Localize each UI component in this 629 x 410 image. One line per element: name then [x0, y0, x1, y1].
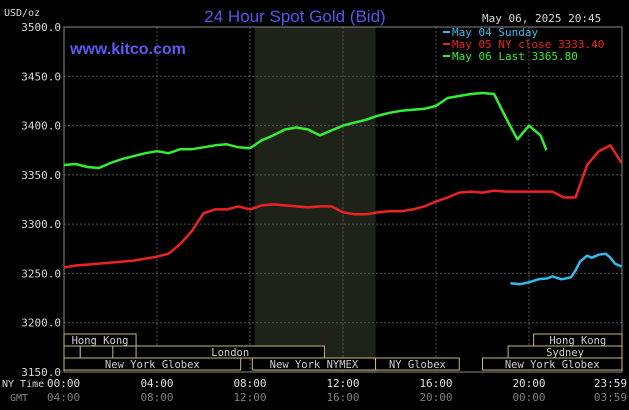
y-tick-label: 3500.0 — [21, 21, 61, 34]
site-watermark: www.kitco.com — [69, 41, 186, 58]
x-tick-label-ny: 08:00 — [233, 377, 266, 390]
x-tick-label-gmt: 04:00 — [47, 391, 80, 404]
y-tick-label: 3300.0 — [21, 218, 61, 231]
session-label: London — [211, 347, 249, 359]
session-label: Hong Kong — [549, 335, 606, 347]
session-box — [79, 345, 114, 359]
series-line-1 — [510, 252, 623, 286]
x-tick-label-ny: 00:00 — [47, 377, 80, 390]
session-label: NY Globex — [389, 359, 446, 371]
x-tick-label-gmt: 16:00 — [326, 391, 359, 404]
x-tick-label-gmt: 12:00 — [233, 391, 266, 404]
data-series — [63, 91, 623, 286]
session-box — [63, 345, 81, 359]
y-tick-labels: 3500.0 3450.0 3400.0 3350.0 3300.0 3250.0 3200… — [21, 21, 61, 379]
ny-time-row-label: NY Time — [2, 379, 44, 390]
x-tick-label-gmt: 00:00 — [512, 391, 545, 404]
series-line-2 — [63, 144, 623, 269]
x-tick-label-ny: 04:00 — [140, 377, 173, 390]
session-label: Sydney — [546, 347, 584, 359]
x-tick-label-gmt: 08:00 — [140, 391, 173, 404]
session-label: Hong Kong — [72, 335, 129, 347]
nymex-session-shade — [254, 27, 376, 372]
session-label: New York Globex — [505, 359, 600, 371]
session-box — [482, 357, 623, 371]
y-tick-label: 3250.0 — [21, 267, 61, 280]
legend-entry: May 06 Last 3365.80 — [452, 50, 578, 63]
series-line-3 — [63, 91, 548, 170]
y-tick-label: 3200.0 — [21, 317, 61, 330]
y-tick-label: 3450.0 — [21, 70, 61, 83]
timestamp: May 06, 2025 20:45 — [482, 12, 601, 25]
session-box — [63, 357, 242, 371]
x-tick-label-gmt: 03:59 — [594, 391, 627, 404]
plot-frame — [63, 26, 623, 373]
session-box — [375, 357, 460, 371]
x-tick-label-ny: 12:00 — [326, 377, 359, 390]
session-label: New York NYMEX — [270, 359, 359, 371]
legend-entry: May 05 NY close 3333.40 — [452, 38, 604, 51]
y-tick-label: 3400.0 — [21, 120, 61, 133]
y-axis-label: USD/oz — [4, 8, 40, 19]
x-tick-label-ny: 16:00 — [419, 377, 452, 390]
chart-title: 24 Hour Spot Gold (Bid) — [204, 7, 385, 26]
x-tick-label-ny: 23:59 — [594, 377, 627, 390]
y-tick-label: 3350.0 — [21, 169, 61, 182]
x-tick-label-gmt: 20:00 — [419, 391, 452, 404]
x-tick-labels: 00:0004:0004:0008:0008:0012:0012:0016:00… — [47, 377, 627, 404]
gmt-row-label: GMT — [10, 393, 28, 404]
y-tick-label: 3150.0 — [21, 366, 61, 379]
session-label: New York Globex — [105, 359, 200, 371]
x-tick-label-ny: 20:00 — [512, 377, 545, 390]
legend-entry: May 04 Sunday — [452, 26, 538, 39]
